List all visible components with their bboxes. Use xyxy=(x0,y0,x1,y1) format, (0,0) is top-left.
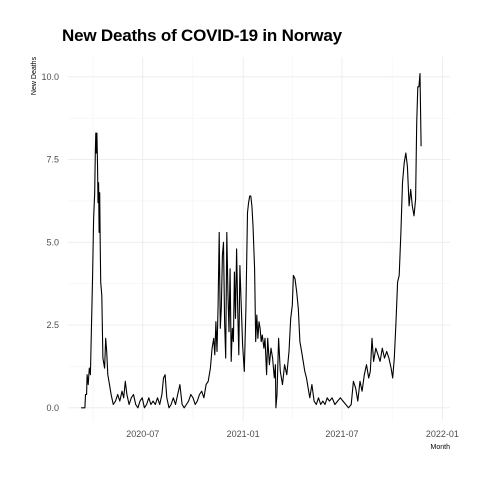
x-tick-label: 2022-01 xyxy=(426,429,459,439)
x-tick-label: 2021-01 xyxy=(227,429,260,439)
chart-title: New Deaths of COVID-19 in Norway xyxy=(62,26,342,45)
y-tick-label: 5.0 xyxy=(46,237,59,247)
y-tick-label: 10.0 xyxy=(41,72,59,82)
minor-gridlines xyxy=(68,57,450,421)
x-axis-tick-labels: 2020-07 2021-01 2021-07 2022-01 xyxy=(126,429,459,439)
x-tick-label: 2020-07 xyxy=(126,429,159,439)
x-axis-title: Month xyxy=(431,444,451,451)
y-axis-title: New Deaths xyxy=(31,56,38,95)
new-deaths-series-line xyxy=(81,72,422,409)
x-tick-label: 2021-07 xyxy=(325,429,358,439)
y-tick-label: 7.5 xyxy=(46,155,59,165)
y-tick-label: 0.0 xyxy=(46,403,59,413)
y-axis-tick-labels: 0.0 2.5 5.0 7.5 10.0 xyxy=(41,72,59,413)
y-tick-label: 2.5 xyxy=(46,320,59,330)
